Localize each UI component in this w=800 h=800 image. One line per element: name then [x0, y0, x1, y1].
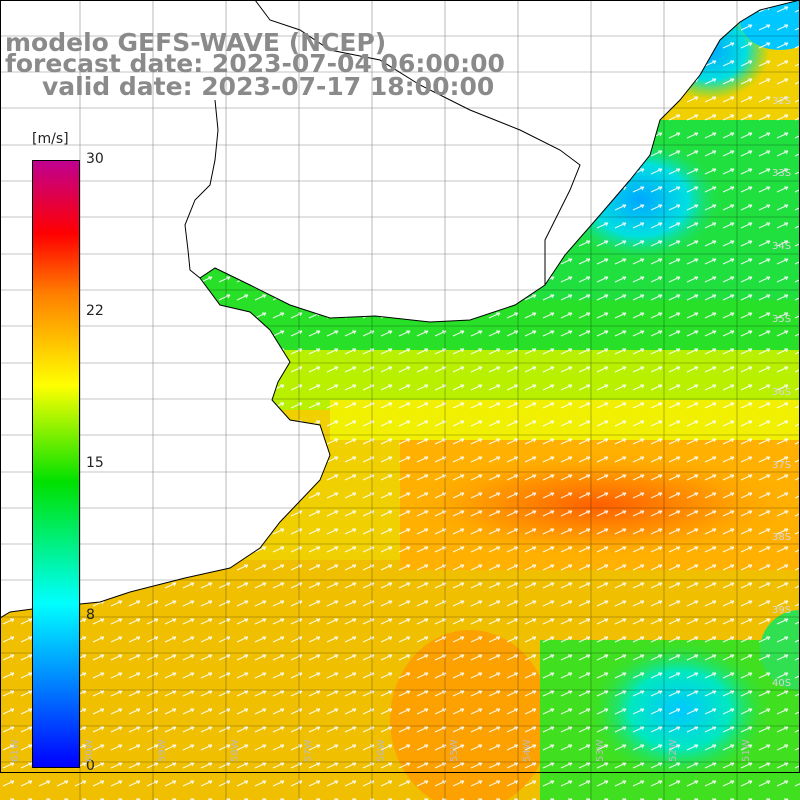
colorbar-tick-22: 22	[86, 303, 104, 319]
lon-label-53w: 53W	[595, 739, 606, 762]
country-border-north	[254, 0, 581, 285]
lat-label-37s: 37S	[772, 460, 792, 471]
colorbar-tick-8: 8	[86, 607, 95, 623]
lat-label-35s: 35S	[772, 314, 792, 325]
title-model: modelo GEFS-WAVE (NCEP)	[5, 28, 387, 57]
lon-label-57w: 57W	[303, 739, 314, 762]
colorbar	[32, 160, 80, 768]
lon-label-60w: 60W	[84, 739, 95, 762]
coastline	[0, 0, 800, 619]
lon-label-58w: 58W	[230, 739, 241, 762]
colorbar-unit: [m/s]	[32, 131, 69, 147]
lat-label-32s: 32S	[772, 96, 792, 107]
colorbar-tick-15: 15	[86, 455, 104, 471]
colorbar-tick-0: 0	[86, 758, 95, 774]
lon-label-56w: 56W	[376, 739, 387, 762]
lon-label-61w: 61W	[10, 739, 21, 762]
country-border-west	[184, 99, 219, 279]
title-valid-date: valid date: 2023-07-17 18:00:00	[42, 72, 495, 101]
lon-label-55w: 55W	[449, 739, 460, 762]
lon-label-59w: 59W	[157, 739, 168, 762]
lat-label-40s: 40S	[772, 678, 792, 689]
colorbar-tick-30: 30	[86, 151, 104, 167]
lon-label-51w: 51W	[741, 739, 752, 762]
lat-label-34s: 34S	[772, 241, 792, 252]
lon-label-54w: 54W	[522, 739, 533, 762]
lat-label-36s: 36S	[772, 387, 792, 398]
lat-label-38s: 38S	[772, 532, 792, 543]
lat-label-39s: 39S	[772, 605, 792, 616]
lon-label-52w: 52W	[668, 739, 679, 762]
title-forecast-date: forecast date: 2023-07-04 06:00:00	[5, 49, 505, 78]
lat-label-33s: 33S	[772, 168, 792, 179]
